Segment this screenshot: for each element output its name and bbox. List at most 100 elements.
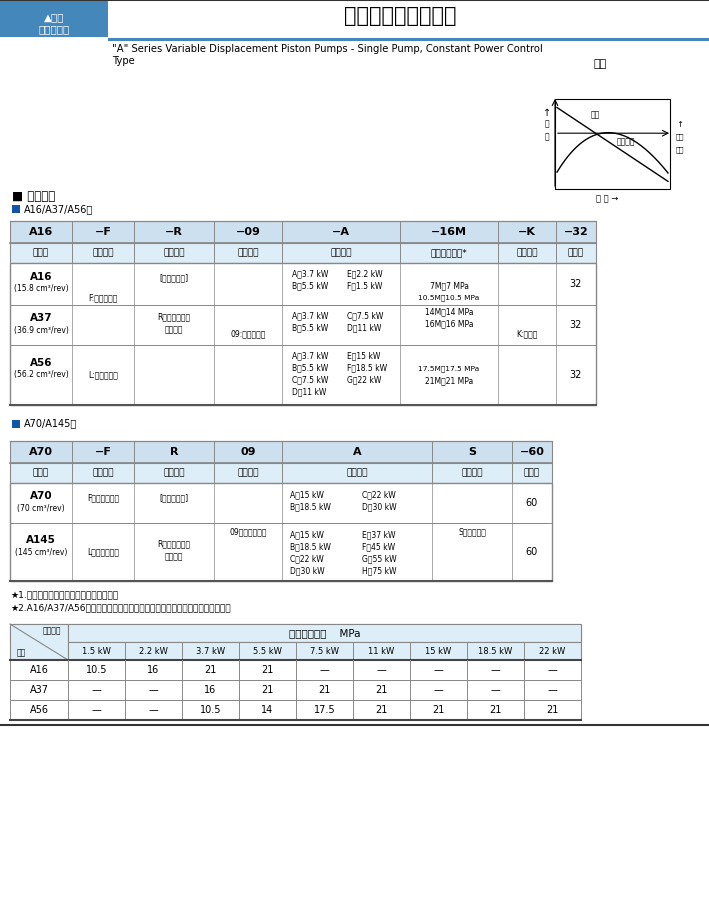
Text: 21: 21 (262, 665, 274, 675)
Text: 15 kW: 15 kW (425, 646, 452, 655)
Text: C：22 kW: C：22 kW (290, 555, 324, 564)
Text: (36.9 cm³/rev): (36.9 cm³/rev) (13, 325, 69, 334)
Text: E：37 kW: E：37 kW (362, 530, 396, 539)
Text: —: — (547, 685, 557, 695)
Bar (10, 221, 596, 243)
Text: F：45 kW: F：45 kW (362, 542, 395, 551)
Bar (12, 420, 20, 428)
Text: 32: 32 (570, 370, 582, 380)
Text: [从轴伸端看]: [从轴伸端看] (160, 494, 189, 503)
Text: −F: −F (94, 227, 111, 237)
Text: —: — (91, 685, 101, 695)
Text: 旋转方向: 旋转方向 (163, 248, 185, 257)
Text: 14: 14 (262, 705, 274, 715)
Text: D：30 kW: D：30 kW (290, 566, 325, 575)
Text: 压 力 →: 压 力 → (596, 194, 618, 203)
Text: A70: A70 (30, 491, 52, 501)
Text: D：30 kW: D：30 kW (362, 503, 396, 512)
Text: 设计号: 设计号 (524, 468, 540, 477)
Text: A56: A56 (30, 358, 52, 368)
Text: 2.2 kW: 2.2 kW (139, 646, 168, 655)
Text: A70/A145型: A70/A145型 (24, 418, 77, 428)
Bar (10, 483, 552, 581)
Text: 安装型式: 安装型式 (92, 248, 113, 257)
Text: 7M：7 MPa: 7M：7 MPa (430, 281, 469, 290)
Bar (108, 38, 709, 41)
Bar (10, 441, 552, 463)
Text: A16: A16 (30, 665, 48, 675)
Text: R: R (169, 447, 178, 457)
Text: 16M：16 MPa: 16M：16 MPa (425, 319, 473, 328)
Text: A16: A16 (30, 272, 52, 282)
Text: 旋转方向: 旋转方向 (163, 468, 185, 477)
Text: 16: 16 (147, 665, 160, 675)
Text: A56: A56 (30, 705, 48, 715)
Text: F：1.5 kW: F：1.5 kW (347, 281, 382, 290)
Text: 17.5M：17.5 MPa: 17.5M：17.5 MPa (418, 366, 479, 372)
Text: 功率特性: 功率特性 (346, 468, 368, 477)
Text: 5.5 kW: 5.5 kW (253, 646, 282, 655)
Text: R：顺时针方向: R：顺时针方向 (157, 539, 191, 548)
Text: 功率特性: 功率特性 (43, 627, 61, 636)
Text: 18.5 kW: 18.5 kW (479, 646, 513, 655)
Text: ↑: ↑ (676, 120, 683, 129)
Text: −16M: −16M (431, 227, 467, 237)
Text: G：22 kW: G：22 kW (347, 376, 381, 385)
Text: 60: 60 (526, 547, 538, 557)
Text: E：2.2 kW: E：2.2 kW (347, 270, 383, 279)
Text: B：18.5 kW: B：18.5 kW (290, 503, 331, 512)
Text: 控制型式: 控制型式 (238, 468, 259, 477)
Text: 60: 60 (526, 498, 538, 508)
Text: ★2.A16/A37/A56型的控制压力要指定不高于下表功率特性的最高工作压力值。: ★2.A16/A37/A56型的控制压力要指定不高于下表功率特性的最高工作压力值… (10, 603, 230, 612)
Text: −A: −A (332, 227, 350, 237)
Text: F：18.5 kW: F：18.5 kW (347, 363, 387, 372)
Text: A：15 kW: A：15 kW (290, 491, 324, 500)
Text: 21: 21 (489, 705, 502, 715)
Text: B：5.5 kW: B：5.5 kW (292, 324, 328, 333)
Text: 流: 流 (545, 120, 549, 129)
Text: 09：恒定功率型: 09：恒定功率型 (229, 528, 267, 537)
Text: 14M：14 MPa: 14M：14 MPa (425, 307, 473, 316)
Text: R：顺时针方向: R：顺时针方向 (157, 313, 191, 322)
Text: (70 cm³/rev): (70 cm³/rev) (17, 503, 65, 512)
Text: 21: 21 (318, 685, 330, 695)
Text: (145 cm³/rev): (145 cm³/rev) (15, 547, 67, 556)
Text: A70: A70 (29, 447, 53, 457)
Bar (10, 263, 596, 405)
Text: ★1.可提供逆时针型，详情请和我们联系。: ★1.可提供逆时针型，详情请和我们联系。 (10, 591, 118, 600)
Text: 10.5M：10.5 MPa: 10.5M：10.5 MPa (418, 295, 479, 301)
Text: (15.8 cm³/rev): (15.8 cm³/rev) (13, 284, 68, 293)
Text: F:法兰安装型: F:法兰安装型 (89, 293, 118, 302)
Bar (10, 624, 68, 660)
Text: −K: −K (518, 227, 536, 237)
Text: 指定控制压力*: 指定控制压力* (430, 248, 467, 257)
Text: 接口方向: 接口方向 (462, 468, 483, 477)
Text: −60: −60 (520, 447, 545, 457)
Text: L：底座安装型: L：底座安装型 (87, 547, 119, 556)
Text: 21: 21 (262, 685, 274, 695)
Bar (10, 624, 581, 642)
Text: A37: A37 (30, 313, 52, 323)
Bar (10, 463, 552, 483)
Text: −R: −R (165, 227, 183, 237)
Text: —: — (320, 665, 330, 675)
Text: （标准）: （标准） (164, 325, 183, 334)
Text: −F: −F (94, 447, 111, 457)
Bar (555, 99, 670, 189)
Text: 21: 21 (204, 665, 217, 675)
Text: E：15 kW: E：15 kW (347, 352, 380, 360)
Text: 21: 21 (375, 685, 388, 695)
Text: 16: 16 (204, 685, 217, 695)
Text: [从轴伸端看]: [从轴伸端看] (160, 273, 189, 282)
Text: —: — (491, 685, 501, 695)
Text: 10.5: 10.5 (86, 665, 107, 675)
Text: —: — (547, 665, 557, 675)
Text: —: — (149, 705, 158, 715)
Text: H：75 kW: H：75 kW (362, 566, 396, 575)
Text: B：5.5 kW: B：5.5 kW (292, 281, 328, 290)
Text: 安装型式: 安装型式 (92, 468, 113, 477)
Text: 32: 32 (570, 279, 582, 289)
Text: −32: −32 (564, 227, 588, 237)
Text: （标准）: （标准） (164, 553, 183, 562)
Bar (0, 0, 108, 37)
